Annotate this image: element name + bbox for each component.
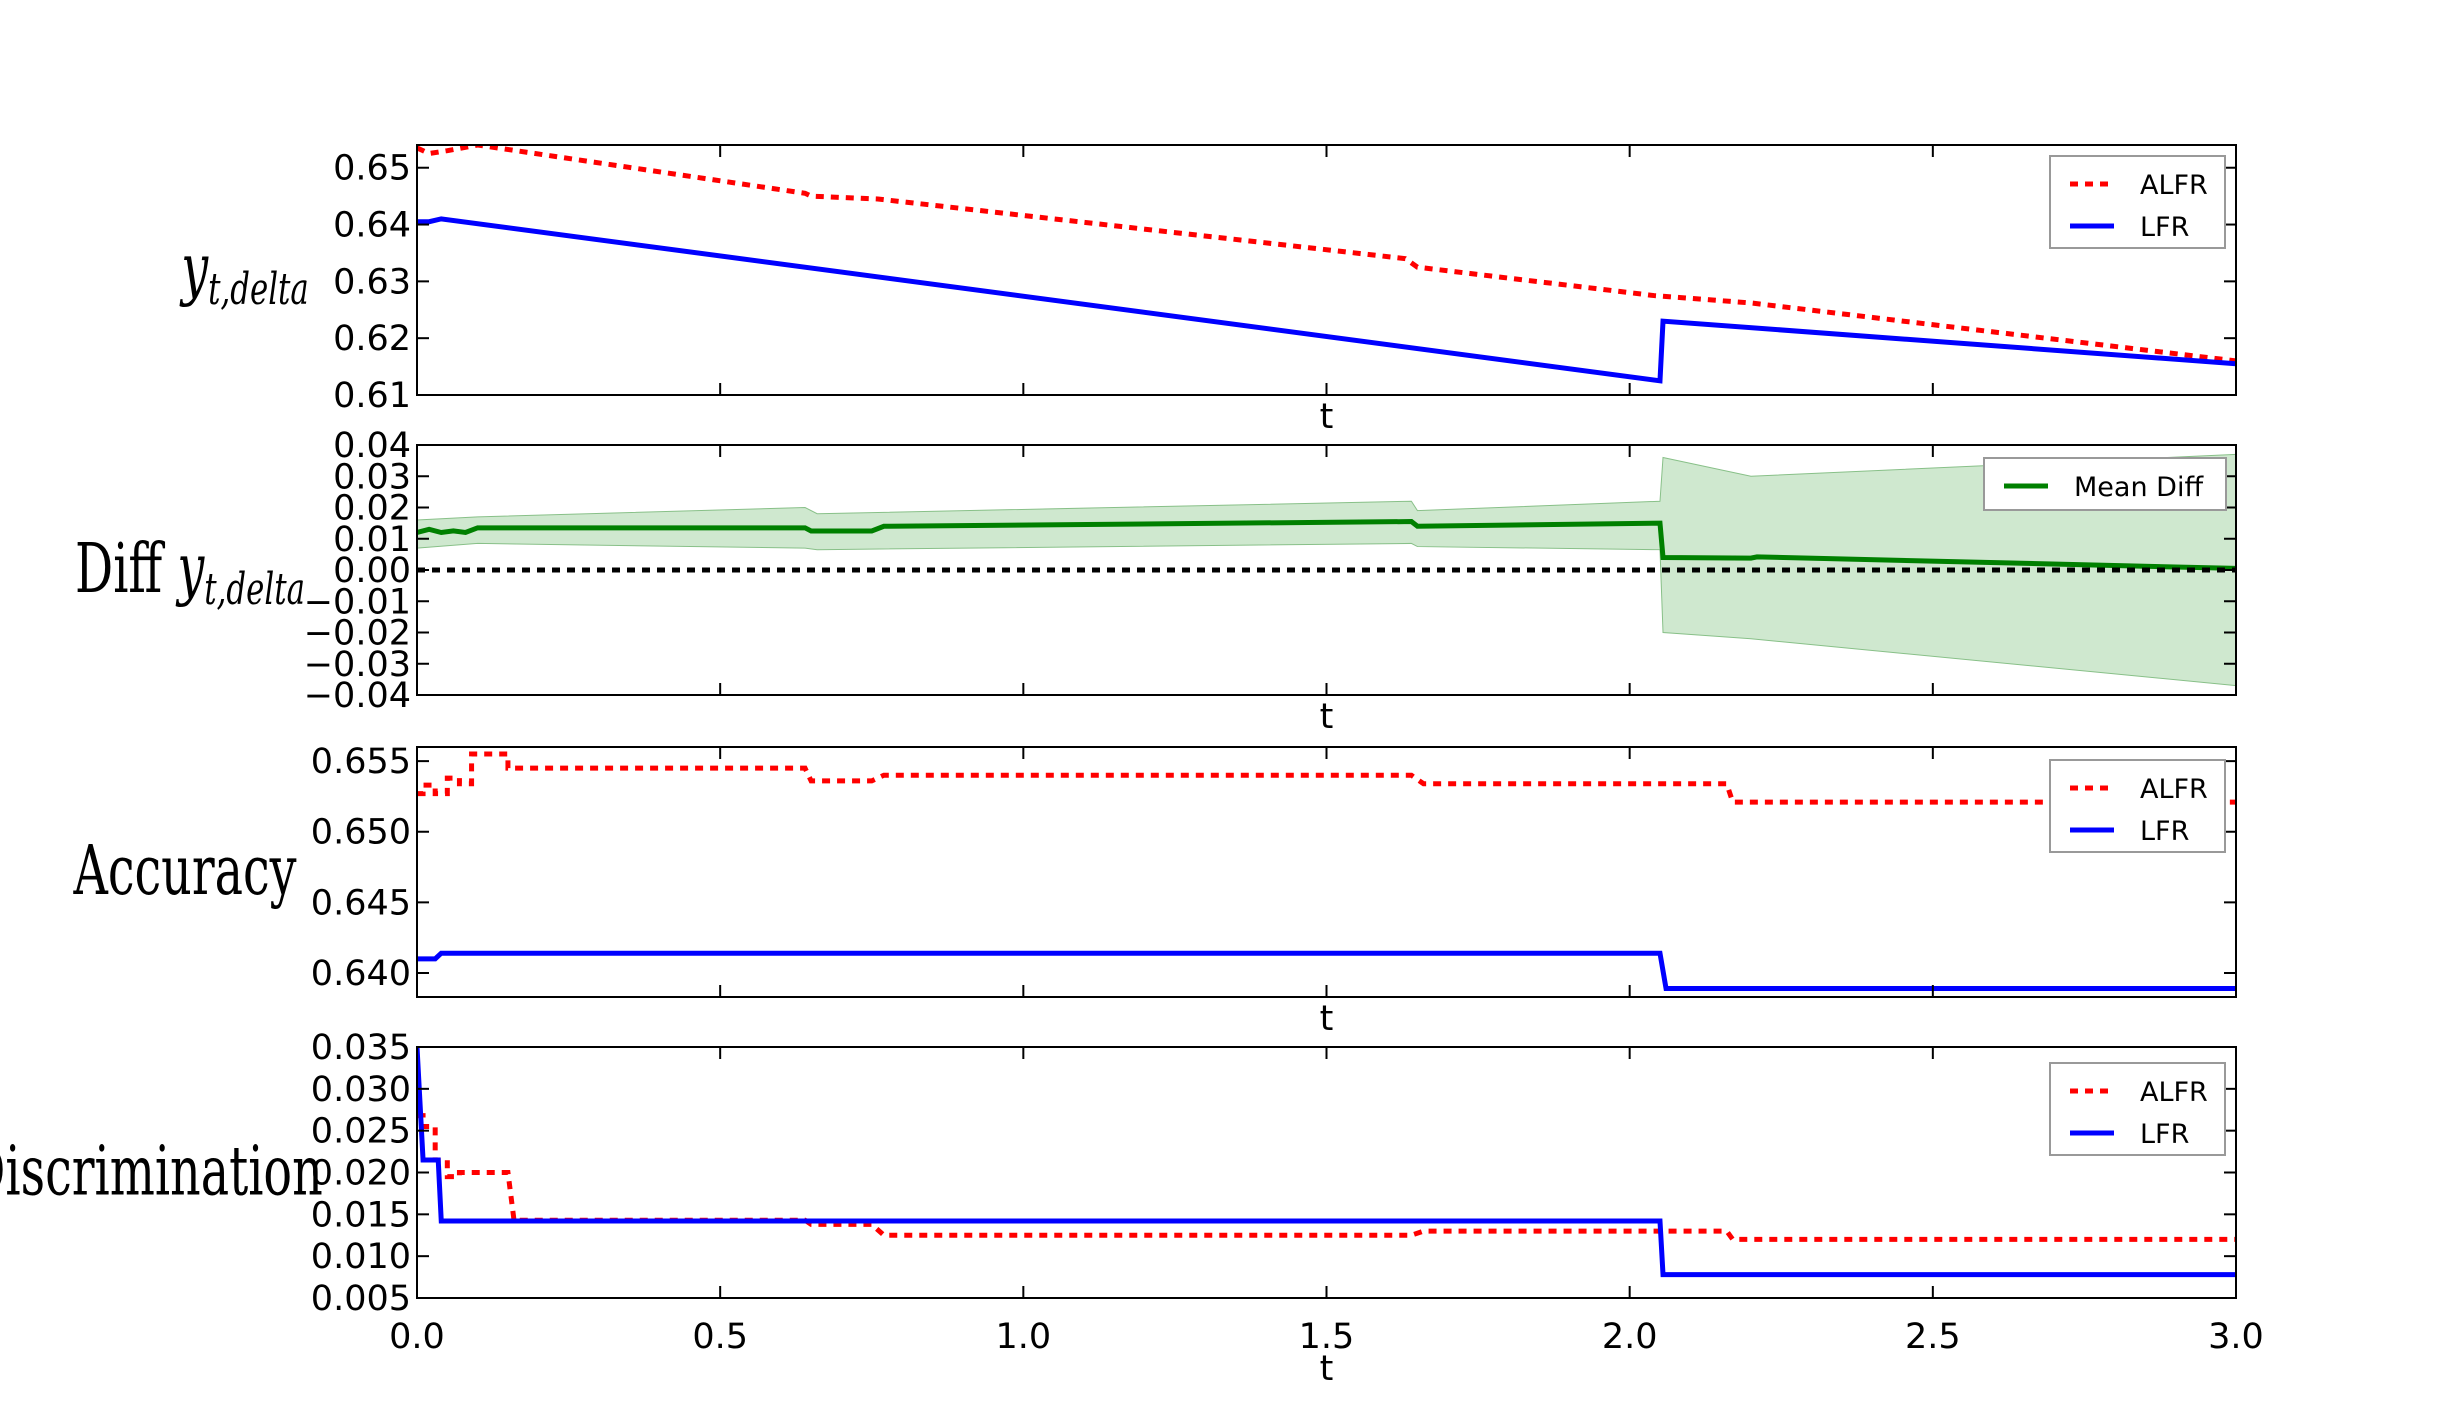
- y-tick-label: −0.04: [304, 676, 411, 716]
- axes-frame: [416, 1046, 2237, 1299]
- y-tick-label: 0.020: [311, 1154, 411, 1194]
- x-tick-label: 1.5: [1299, 1317, 1355, 1357]
- y-tick-label: −0.03: [304, 645, 411, 685]
- y-tick-label: 0.035: [311, 1028, 411, 1068]
- series-line-lfr: [417, 950, 2236, 992]
- series-line-lfr: [417, 1047, 2236, 1278]
- subplot-3: 0.655 0.650 0.645 0.640 t Accuracy ALFR LFR: [73, 742, 2237, 1039]
- y-tick-label: 0.025: [311, 1112, 411, 1152]
- y-axis-label: Diff yt,delta: [75, 529, 305, 614]
- legend-label: LFR: [2140, 1119, 2189, 1150]
- series-line-alfr: [417, 751, 2236, 805]
- x-tick-label: 3.0: [2208, 1317, 2264, 1357]
- y-tick-label: 0.010: [311, 1237, 411, 1277]
- legend-label: ALFR: [2140, 774, 2208, 805]
- legend-label: LFR: [2140, 212, 2189, 243]
- y-tick-label: 0.005: [311, 1279, 411, 1319]
- x-axis-label: t: [1320, 397, 1334, 437]
- legend-label: Mean Diff: [2074, 472, 2204, 503]
- axes-frame: [416, 746, 2237, 998]
- x-axis-label: t: [1320, 999, 1334, 1039]
- x-tick-label: 0.0: [389, 1317, 445, 1357]
- axes-frame: [416, 144, 2237, 396]
- x-axis-label: t: [1320, 697, 1334, 737]
- y-tick-label: 0.65: [333, 149, 411, 189]
- y-tick-label: 0.650: [311, 813, 411, 853]
- y-axis-label: Accuracy: [73, 831, 297, 910]
- x-tick-label: 2.0: [1602, 1317, 1658, 1357]
- y-tick-label: −0.01: [304, 582, 411, 622]
- y-tick-label: 0.62: [333, 319, 411, 359]
- subplot-1: 0.61 0.62 0.63 0.64 0.65 t yt,delta ALFR LFR: [179, 144, 2237, 437]
- legend-box: [2049, 1062, 2226, 1156]
- y-tick-label: 0.640: [311, 954, 411, 994]
- y-tick-label: 0.64: [333, 206, 411, 246]
- y-tick-label: 0.030: [311, 1070, 411, 1110]
- legend-label: LFR: [2140, 816, 2189, 847]
- y-tick-label: 0.04: [333, 426, 411, 466]
- y-axis-label: Discrimination: [0, 1132, 323, 1211]
- y-axis-label: yt,delta: [179, 229, 309, 314]
- series-line-mean-diff: [417, 519, 2236, 571]
- y-tick-label: 0.645: [311, 883, 411, 923]
- x-tick-label: 0.5: [692, 1317, 748, 1357]
- y-tick-label: 0.655: [311, 742, 411, 782]
- legend: ALFR LFR: [2049, 155, 2226, 249]
- y-tick-label: 0.61: [333, 376, 411, 416]
- series-line-lfr: [417, 216, 2236, 384]
- subplot-2: 0.040.030.020.010.00−0.01−0.02−0.03−0.04…: [75, 426, 2237, 737]
- legend-label: ALFR: [2140, 1077, 2208, 1108]
- subplot-4: 0.0 0.5 1.0 1.5 2.0 2.5 3.0 0.0350.0300.0250.02…: [0, 1028, 2264, 1389]
- confidence-band: [417, 453, 2236, 687]
- x-axis-label: t: [1320, 1349, 1334, 1389]
- legend-box: [2049, 759, 2226, 853]
- x-tick-label: 1.0: [995, 1317, 1051, 1357]
- y-tick-label: 0.01: [333, 520, 411, 560]
- y-tick-label: 0.03: [333, 457, 411, 497]
- legend: ALFR LFR: [2049, 759, 2226, 853]
- legend-box: [2049, 155, 2226, 249]
- y-tick-label: 0.015: [311, 1195, 411, 1235]
- legend: Mean Diff: [1983, 457, 2227, 511]
- y-tick-label: 0.00: [333, 551, 411, 591]
- y-tick-label: 0.02: [333, 489, 411, 529]
- legend-label: ALFR: [2140, 170, 2208, 201]
- x-tick-label: 2.5: [1905, 1317, 1961, 1357]
- y-tick-label: −0.02: [304, 614, 411, 654]
- y-tick-label: 0.63: [333, 262, 411, 302]
- series-line-alfr: [417, 1113, 2236, 1242]
- series-line-alfr: [417, 145, 2236, 364]
- legend: ALFR LFR: [2049, 1062, 2226, 1156]
